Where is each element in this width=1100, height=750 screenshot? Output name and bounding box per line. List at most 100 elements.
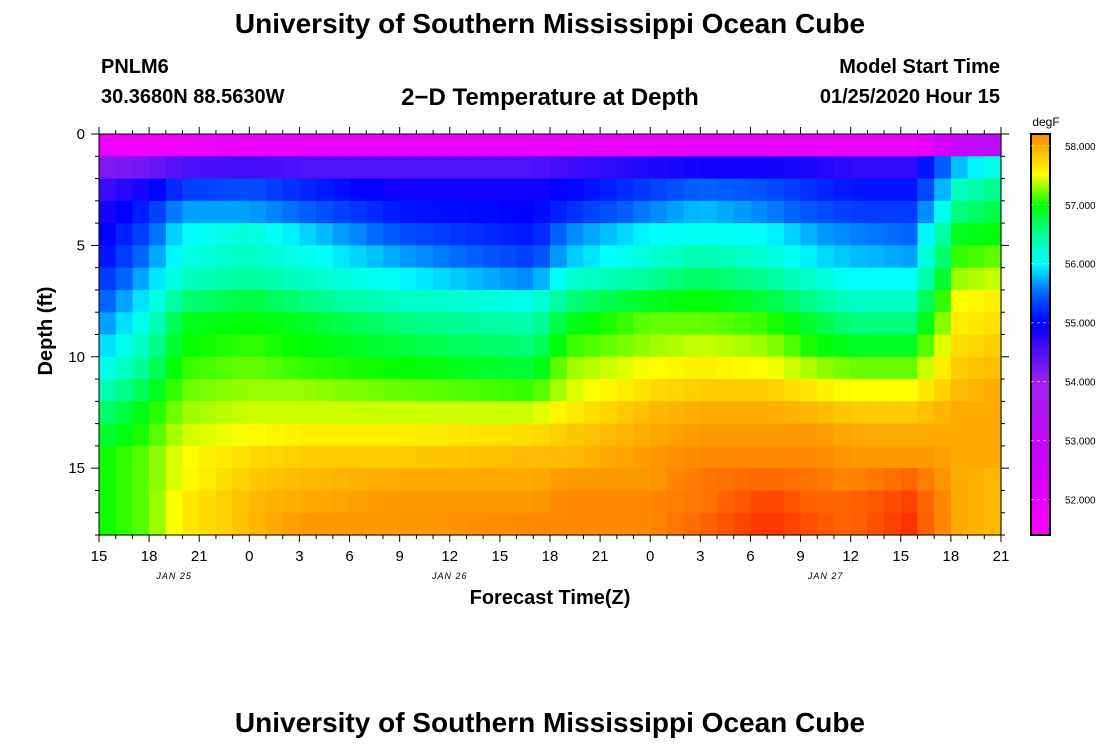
heatmap-cell xyxy=(833,445,852,469)
heatmap-cell xyxy=(399,490,417,514)
x-axis-title: Forecast Time(Z) xyxy=(470,587,631,609)
heatmap-cell xyxy=(332,423,351,447)
heatmap-cell xyxy=(99,401,117,425)
heatmap-cell xyxy=(917,267,935,291)
heatmap-cell xyxy=(650,490,668,514)
heatmap-cell xyxy=(115,334,133,358)
heatmap-cell xyxy=(750,223,768,246)
heatmap-cell xyxy=(650,245,668,269)
heatmap-cell xyxy=(950,423,969,447)
heatmap-cell xyxy=(934,512,952,536)
heatmap-cell xyxy=(132,200,150,224)
heatmap-cell xyxy=(884,401,902,425)
heatmap-cell xyxy=(700,134,718,157)
heatmap-cell xyxy=(934,245,952,269)
heatmap-cell xyxy=(917,445,935,469)
heatmap-cell xyxy=(884,267,902,291)
heatmap-cell xyxy=(499,200,518,224)
heatmap-cell xyxy=(266,379,284,402)
heatmap-cell xyxy=(149,468,167,492)
heatmap-cell xyxy=(666,356,685,380)
heatmap-cell xyxy=(165,334,184,358)
heatmap-cell xyxy=(132,379,150,402)
heatmap-cell xyxy=(466,178,484,202)
heatmap-cell xyxy=(299,512,317,536)
colorbar-tick-label: 58.000 xyxy=(1065,142,1096,153)
heatmap-cell xyxy=(199,468,217,492)
heatmap-cell xyxy=(99,445,117,469)
heatmap-cell xyxy=(215,445,234,469)
heatmap-cell xyxy=(416,267,434,291)
heatmap-cell xyxy=(900,423,919,447)
heatmap-cell xyxy=(199,401,217,425)
heatmap-cell xyxy=(399,401,417,425)
heatmap-cell xyxy=(516,423,534,447)
heatmap-cell xyxy=(767,312,785,336)
heatmap-cell xyxy=(249,223,267,246)
heatmap-cell xyxy=(650,156,668,180)
heatmap-cell xyxy=(516,156,534,180)
heatmap-cell xyxy=(666,178,685,202)
heatmap-cell xyxy=(115,401,133,425)
heatmap-cell xyxy=(149,490,167,514)
heatmap-cell xyxy=(934,468,952,492)
heatmap-cell xyxy=(833,401,852,425)
heatmap-cell xyxy=(382,245,401,269)
heatmap-cell xyxy=(165,312,184,336)
heatmap-cell xyxy=(449,178,468,202)
heatmap-cell xyxy=(516,379,534,402)
heatmap-cell xyxy=(266,468,284,492)
heatmap-cell xyxy=(700,289,718,313)
heatmap-cell xyxy=(900,245,919,269)
heatmap-cell xyxy=(316,223,334,246)
heatmap-cell xyxy=(349,245,367,269)
heatmap-cell xyxy=(132,156,150,180)
heatmap-cell xyxy=(616,245,635,269)
heatmap-cell xyxy=(449,468,468,492)
heatmap-cell xyxy=(950,468,969,492)
heatmap-cell xyxy=(399,379,417,402)
heatmap-cell xyxy=(215,312,234,336)
heatmap-cell xyxy=(299,200,317,224)
heatmap-cell xyxy=(215,178,234,202)
heatmap-cell xyxy=(249,334,267,358)
heatmap-cell xyxy=(199,379,217,402)
heatmap-cell xyxy=(516,490,534,514)
heatmap-cell xyxy=(600,356,618,380)
heatmap-cell xyxy=(299,334,317,358)
heatmap-cell xyxy=(366,245,384,269)
heatmap-cell xyxy=(499,245,518,269)
heatmap-cell xyxy=(717,379,735,402)
x-axis: 15 18 21 0 3 6 9 12 15 18 21 0 3 6 9 12 15 18 21 JAN 25 JAN … xyxy=(91,127,1009,581)
heatmap-cell xyxy=(433,334,451,358)
heatmap-cell xyxy=(550,401,568,425)
heatmap-cell xyxy=(516,312,534,336)
heatmap-cell xyxy=(215,134,234,157)
heatmap-cell xyxy=(182,289,200,313)
heatmap-cell xyxy=(666,245,685,269)
heatmap-cell xyxy=(132,512,150,536)
heatmap-cell xyxy=(115,156,133,180)
heatmap-cell xyxy=(950,178,969,202)
heatmap-cell xyxy=(416,156,434,180)
heatmap-cell xyxy=(550,445,568,469)
colorbar-tick-label: 56.000 xyxy=(1065,260,1096,271)
heatmap-cell xyxy=(934,334,952,358)
x-tick-label: 18 xyxy=(141,548,158,565)
heatmap-cell xyxy=(700,267,718,291)
heatmap-cell xyxy=(666,289,685,313)
heatmap-cell xyxy=(165,379,184,402)
heatmap-cell xyxy=(165,178,184,202)
heatmap-cell xyxy=(232,312,250,336)
heatmap-cell xyxy=(733,423,752,447)
heatmap-cell xyxy=(733,356,752,380)
heatmap-cell xyxy=(650,401,668,425)
heatmap-cell xyxy=(817,445,835,469)
heatmap-cell xyxy=(132,401,150,425)
heatmap-cell xyxy=(850,334,868,358)
heatmap-cell xyxy=(817,223,835,246)
heatmap-cell xyxy=(767,289,785,313)
heatmap-cell xyxy=(967,156,985,180)
heatmap-cell xyxy=(199,423,217,447)
heatmap-cell xyxy=(282,423,301,447)
